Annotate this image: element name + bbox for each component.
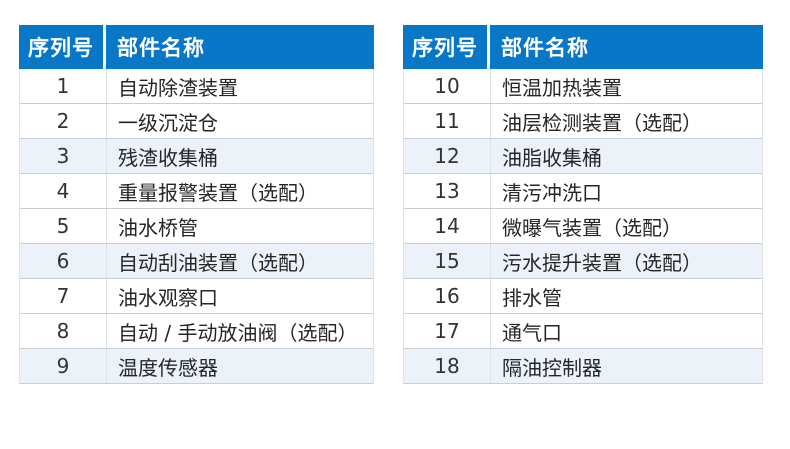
part-name-cell: 污水提升装置（选配） xyxy=(502,250,702,275)
table-row: 15 污水提升装置（选配） xyxy=(404,244,762,279)
part-name-cell: 自动除渣装置 xyxy=(118,75,238,100)
serial-number-cell: 15 xyxy=(404,244,491,278)
table-body: 1 自动除渣装置 2 一级沉淀仓 3 残渣收集桶 4 重量报警装置（选配） 5 油水桥管 6 自动刮油… xyxy=(19,69,374,384)
serial-number-cell: 18 xyxy=(404,349,491,383)
header-part-name: 部件名称 xyxy=(501,36,589,60)
serial-number-cell: 4 xyxy=(20,174,107,208)
part-name-cell: 通气口 xyxy=(502,320,562,345)
serial-number-cell: 13 xyxy=(404,174,491,208)
table-row: 5 油水桥管 xyxy=(20,209,373,244)
tables-container: 序列号 部件名称 1 自动除渣装置 2 一级沉淀仓 3 残渣收集桶 4 重量报警装置（选配） 5… xyxy=(19,25,763,384)
serial-number-cell: 9 xyxy=(20,349,107,383)
serial-number-cell: 10 xyxy=(404,69,491,103)
serial-number-cell: 8 xyxy=(20,314,107,348)
serial-number-cell: 2 xyxy=(20,104,107,138)
header-serial-number: 序列号 xyxy=(19,25,106,69)
serial-number-cell: 3 xyxy=(20,139,107,173)
part-name-cell: 恒温加热装置 xyxy=(502,75,622,100)
part-name-cell: 微曝气装置（选配） xyxy=(502,215,682,240)
table-row: 2 一级沉淀仓 xyxy=(20,104,373,139)
table-row: 14 微曝气装置（选配） xyxy=(404,209,762,244)
part-name-cell: 自动 / 手动放油阀（选配） xyxy=(118,320,358,345)
table-row: 18 隔油控制器 xyxy=(404,349,762,384)
part-name-cell: 油水桥管 xyxy=(118,215,198,240)
table-row: 8 自动 / 手动放油阀（选配） xyxy=(20,314,373,349)
serial-number-cell: 16 xyxy=(404,279,491,313)
table-row: 13 清污冲洗口 xyxy=(404,174,762,209)
table-row: 1 自动除渣装置 xyxy=(20,69,373,104)
table-row: 4 重量报警装置（选配） xyxy=(20,174,373,209)
parts-table-right: 序列号 部件名称 10 恒温加热装置 11 油层检测装置（选配） 12 油脂收集桶 13 清污… xyxy=(403,25,763,384)
table-row: 10 恒温加热装置 xyxy=(404,69,762,104)
table-row: 12 油脂收集桶 xyxy=(404,139,762,174)
part-name-cell: 残渣收集桶 xyxy=(118,145,218,170)
table-header-row: 序列号 部件名称 xyxy=(19,25,374,69)
serial-number-cell: 12 xyxy=(404,139,491,173)
serial-number-cell: 14 xyxy=(404,209,491,243)
part-name-cell: 隔油控制器 xyxy=(502,355,602,380)
part-name-cell: 清污冲洗口 xyxy=(502,180,602,205)
serial-number-cell: 11 xyxy=(404,104,491,138)
part-name-cell: 油水观察口 xyxy=(118,285,218,310)
table-row: 16 排水管 xyxy=(404,279,762,314)
table-row: 7 油水观察口 xyxy=(20,279,373,314)
table-row: 3 残渣收集桶 xyxy=(20,139,373,174)
table-row: 9 温度传感器 xyxy=(20,349,373,384)
part-name-cell: 自动刮油装置（选配） xyxy=(118,250,318,275)
header-part-name: 部件名称 xyxy=(117,36,205,60)
header-serial-number: 序列号 xyxy=(403,25,490,69)
part-name-cell: 油层检测装置（选配） xyxy=(502,110,702,135)
serial-number-cell: 1 xyxy=(20,69,107,103)
part-name-cell: 温度传感器 xyxy=(118,355,218,380)
serial-number-cell: 6 xyxy=(20,244,107,278)
serial-number-cell: 17 xyxy=(404,314,491,348)
table-row: 17 通气口 xyxy=(404,314,762,349)
table-header-row: 序列号 部件名称 xyxy=(403,25,763,69)
part-name-cell: 一级沉淀仓 xyxy=(118,110,218,135)
part-name-cell: 油脂收集桶 xyxy=(502,145,602,170)
part-name-cell: 排水管 xyxy=(502,285,562,310)
table-row: 11 油层检测装置（选配） xyxy=(404,104,762,139)
part-name-cell: 重量报警装置（选配） xyxy=(118,180,318,205)
table-body: 10 恒温加热装置 11 油层检测装置（选配） 12 油脂收集桶 13 清污冲洗口 14 微曝气装… xyxy=(403,69,763,384)
serial-number-cell: 5 xyxy=(20,209,107,243)
parts-table-left: 序列号 部件名称 1 自动除渣装置 2 一级沉淀仓 3 残渣收集桶 4 重量报警装置（选配） 5… xyxy=(19,25,374,384)
serial-number-cell: 7 xyxy=(20,279,107,313)
table-row: 6 自动刮油装置（选配） xyxy=(20,244,373,279)
